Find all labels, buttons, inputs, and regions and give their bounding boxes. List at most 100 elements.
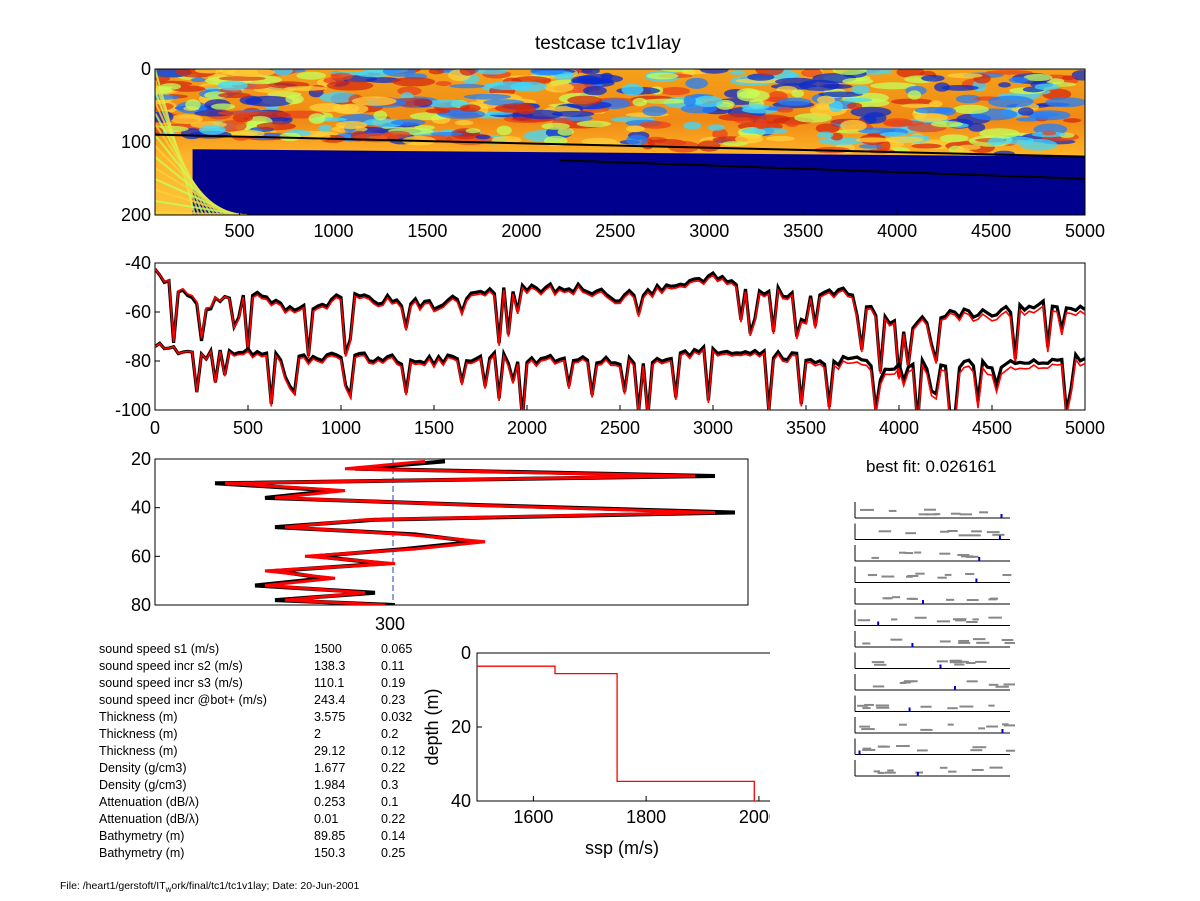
heatmap-blob: [735, 78, 784, 84]
mini-panel-mark: [1003, 683, 1015, 686]
mini-panel-peak: [916, 772, 919, 776]
heatmap-blob: [941, 84, 979, 91]
heatmap-blob: [939, 134, 969, 143]
mini-panel-mark: [871, 556, 879, 559]
mini-panel-mark: [959, 513, 973, 516]
heatmap-blob: [699, 69, 729, 74]
heatmap-blob: [335, 103, 369, 115]
heatmap-blob: [683, 94, 696, 107]
mini-panel-mark: [875, 704, 890, 707]
heatmap-blob: [921, 74, 945, 82]
heatmap-blob: [646, 72, 679, 80]
heatmap-blob: [383, 130, 411, 138]
tl-axes: 0 500 1000 1500 2000 2500 3000 3500 4000 4500 5000…: [115, 253, 1105, 438]
mini-panel-mark: [970, 749, 983, 752]
heatmap-blob: [185, 99, 201, 111]
mini-panel-mark: [969, 555, 979, 558]
x-tick-label: 2000: [501, 221, 541, 241]
param-row: sound speed incr s2 (m/s) 138.3 0.11: [99, 658, 429, 675]
heatmap-blob: [459, 104, 481, 113]
heatmap-blob: [621, 83, 644, 96]
param-label: Bathymetry (m): [99, 829, 185, 843]
x-tick-label: 2000: [507, 418, 547, 438]
mini-panel-mark: [907, 574, 919, 577]
heatmap-blob: [426, 99, 469, 108]
mini-panel-mark: [978, 727, 986, 730]
heatmap-blob: [693, 95, 723, 108]
heatmap-blob: [557, 128, 574, 136]
x-tick-label: 5000: [1065, 418, 1105, 438]
mini-panel-mark: [890, 618, 898, 621]
mini-panel-mark: [936, 660, 948, 663]
heatmap-blob: [210, 103, 236, 110]
mini-panel-mark: [914, 551, 922, 554]
mini-panel-mark: [915, 771, 924, 774]
heatmap-blob: [815, 123, 840, 134]
x-tick-label: 1500: [414, 418, 454, 438]
heatmap-blob: [946, 73, 983, 79]
mini-panel-mark: [957, 553, 970, 556]
mini-panel-mark: [916, 749, 928, 752]
heatmap-blob: [879, 132, 908, 137]
heatmap-blob: [784, 72, 801, 78]
heatmap-blob: [551, 110, 595, 117]
mini-panel-mark: [979, 511, 989, 514]
tl-series-line: [155, 342, 1085, 410]
mini-panel-mark: [965, 662, 976, 665]
mini-panel-peak: [953, 686, 956, 690]
heatmap-blob: [818, 91, 863, 98]
heatmap-blob: [884, 136, 924, 144]
heatmap-blob: [642, 98, 688, 104]
mini-panel-mark: [946, 598, 955, 601]
heatmap-blob: [818, 137, 865, 145]
y-tick-label: -60: [125, 302, 151, 322]
profile-xtick-label: 300: [375, 614, 406, 634]
heatmap-blob: [900, 103, 933, 108]
param-sensitivity: 0.1: [381, 795, 399, 809]
fan-ray: [155, 189, 240, 215]
heatmap-frame: [154, 68, 1086, 216]
mini-panel-mark: [947, 723, 954, 726]
mini-panel-mark: [877, 771, 885, 774]
x-tick-label: 3500: [786, 418, 826, 438]
heatmap-blob: [449, 83, 485, 89]
param-row: Attenuation (dB/λ) 0.253 0.1: [99, 794, 429, 811]
heatmap-blob: [1042, 130, 1057, 136]
heatmap-blob: [729, 70, 746, 75]
param-label: Density (g/cm3): [99, 761, 187, 775]
mini-panel-mark: [876, 706, 890, 709]
y-tick-label: 100: [121, 132, 151, 152]
heatmap-blob: [1063, 118, 1082, 123]
heatmap-blob: [685, 77, 708, 89]
heatmap-blob: [754, 119, 768, 130]
heatmap-blob: [907, 90, 922, 100]
mini-panel-mark: [959, 705, 974, 708]
param-value: 1.984: [314, 778, 346, 792]
mini-panel-mark: [958, 534, 969, 537]
param-label: Attenuation (dB/λ): [99, 812, 200, 826]
heatmap-blob: [857, 127, 896, 134]
heatmap-blob: [734, 134, 764, 144]
ssp-series: [477, 665, 755, 801]
heatmap-blob: [335, 120, 368, 129]
heatmap-axes: 500 1000 1500 2000 2500 3000 3500 4000 4500 5000 0…: [121, 59, 1105, 241]
x-tick-label: 1000: [313, 221, 353, 241]
heatmap-blob: [351, 96, 397, 106]
heatmap-blob: [169, 114, 203, 124]
heatmap-blob: [515, 103, 536, 115]
heatmap-blob: [272, 69, 294, 76]
mini-panel-mark: [857, 704, 869, 707]
mini-panel-mark: [898, 551, 907, 554]
mini-panel-mark: [936, 620, 951, 623]
heatmap-blob: [1046, 78, 1065, 84]
heatmap-blob: [642, 106, 668, 117]
heatmap-blob: [435, 81, 452, 86]
heatmap-blob: [816, 131, 834, 139]
mini-panel-mark: [888, 509, 897, 512]
param-value: 89.85: [314, 829, 346, 843]
mini-panel-mark: [986, 725, 999, 728]
mini-panels: [854, 502, 1015, 777]
x-tick-label: 1800: [626, 807, 666, 827]
mini-panel-mark: [972, 618, 979, 621]
param-sensitivity: 0.25: [381, 846, 406, 860]
